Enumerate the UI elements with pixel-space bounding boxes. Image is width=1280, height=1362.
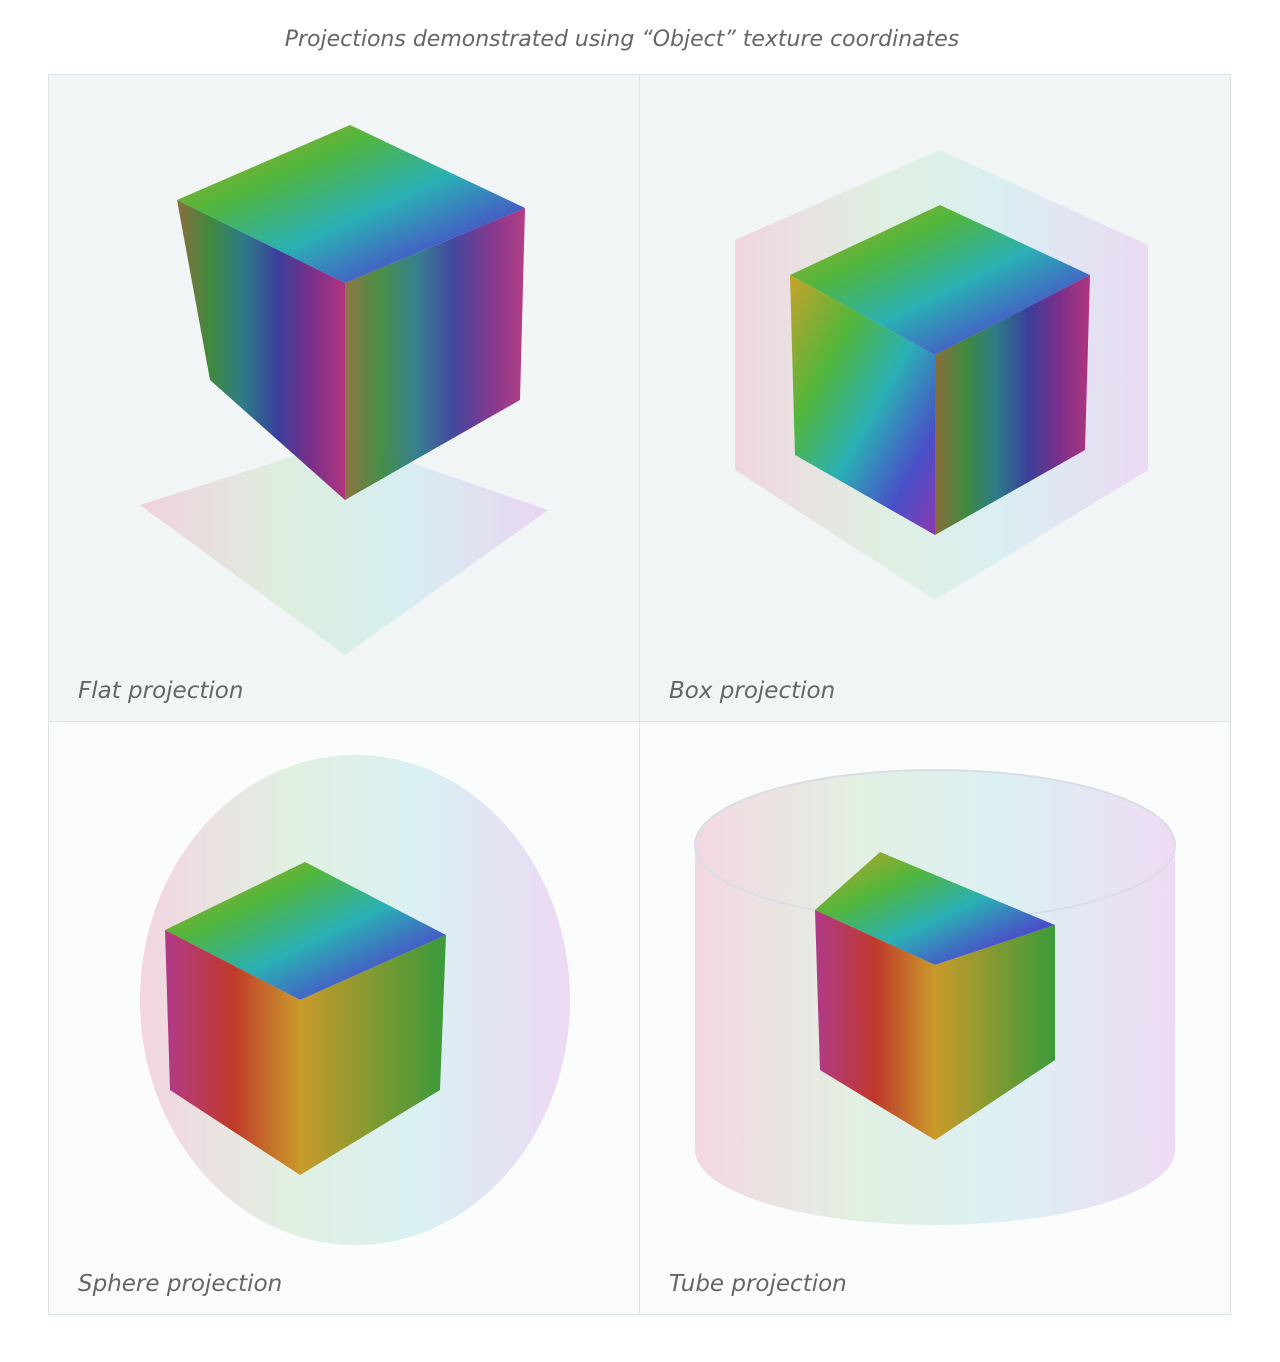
tube-illustration xyxy=(694,769,1176,1225)
panel-label: Sphere projection xyxy=(78,1271,282,1297)
panel-label: Tube projection xyxy=(669,1271,847,1297)
panel-label: Flat projection xyxy=(78,678,243,704)
sphere-illustration xyxy=(140,755,570,1245)
panel-label: Box projection xyxy=(669,678,835,704)
flat-illustration xyxy=(140,125,548,655)
caption: Projections demonstrated using “Object” … xyxy=(285,27,960,52)
box-illustration xyxy=(735,150,1148,600)
